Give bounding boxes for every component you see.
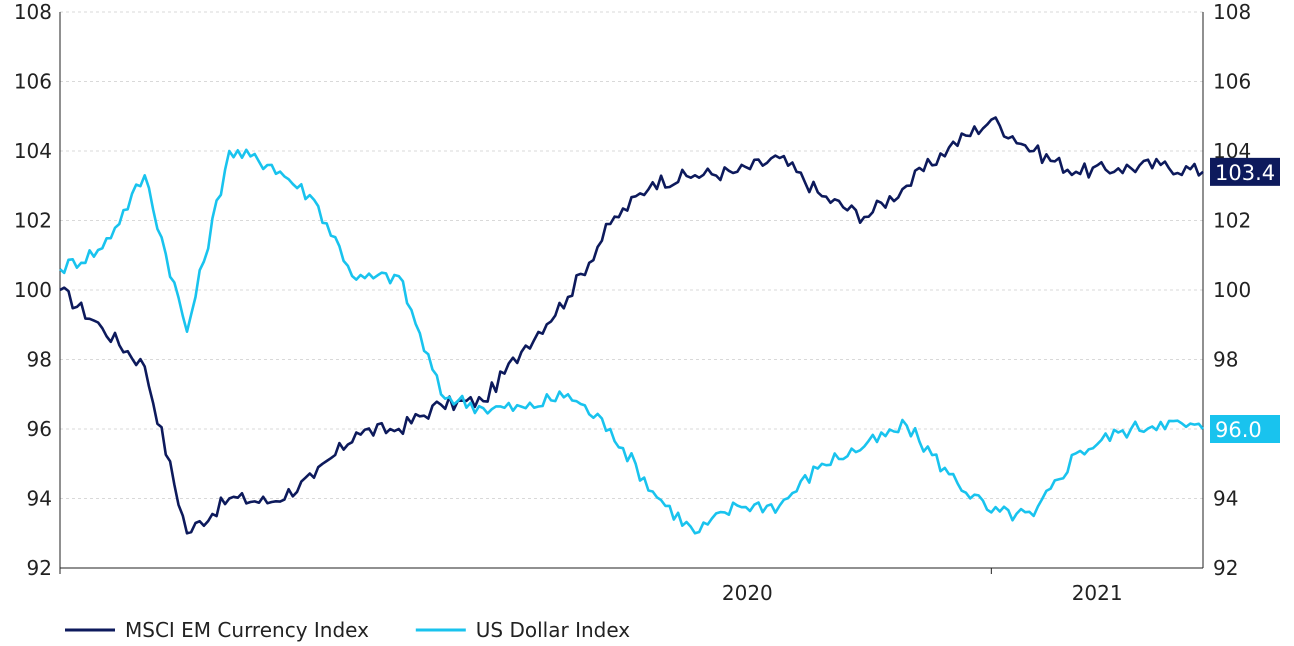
legend-label-msci-em-currency-index: MSCI EM Currency Index [125,618,369,642]
y-tick-label-right: 106 [1213,70,1251,94]
y-tick-label-left: 96 [27,417,52,441]
axis-layer: 9294969810010210410610892949698100102104… [14,0,1251,605]
series-layer [59,116,1205,535]
y-tick-label-right: 92 [1213,556,1238,580]
y-tick-label-left: 100 [14,278,52,302]
x-tick-label: 2021 [1072,581,1123,605]
series-line-us-dollar-index [59,148,1205,535]
y-tick-label-right: 108 [1213,0,1251,24]
y-tick-label-right: 98 [1213,348,1238,372]
y-tick-label-left: 108 [14,0,52,24]
label-layer: 103.4 96.0 [1210,157,1280,443]
y-tick-label-left: 98 [27,348,52,372]
last-value-label-msci-em-currency-index: 103.4 [1215,161,1275,185]
x-tick-label: 2020 [722,581,773,605]
series-line-msci-em-currency-index [59,116,1204,535]
y-tick-label-left: 92 [27,556,52,580]
y-tick-label-left: 94 [27,487,52,511]
y-tick-label-left: 104 [14,139,52,163]
last-value-label-us-dollar-index: 96.0 [1215,418,1262,442]
y-tick-label-right: 100 [1213,278,1251,302]
y-tick-label-left: 102 [14,209,52,233]
y-tick-label-right: 94 [1213,487,1238,511]
y-tick-label-right: 102 [1213,209,1251,233]
last-value-badge-msci-em-currency-index [1210,157,1280,186]
last-value-badge-us-dollar-index [1210,415,1280,443]
y-tick-label-left: 106 [14,70,52,94]
grid-layer [60,11,1203,499]
legend-label-us-dollar-index: US Dollar Index [476,618,631,642]
legend: MSCI EM Currency Index US Dollar Index [65,618,630,642]
